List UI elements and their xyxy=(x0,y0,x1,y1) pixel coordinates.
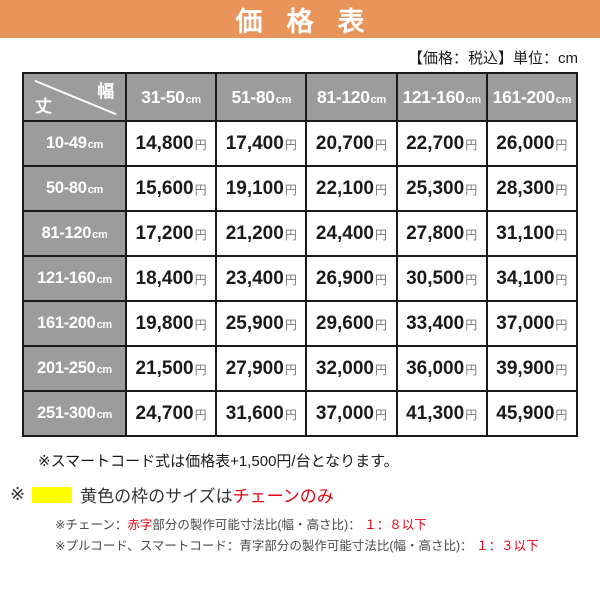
price-cell: 45,900円 xyxy=(485,390,579,437)
width-axis-label: 幅 xyxy=(97,82,114,101)
price-cell: 23,400円 xyxy=(215,255,308,302)
note-yellow-legend: ※ 黄色の枠のサイズは チェーンのみ xyxy=(10,482,600,507)
note-pull-cord-pre: ※プルコード、スマートコード：青字部分の製作可能寸法比(幅・高さ比)： xyxy=(55,538,473,553)
note-chain: ※チェーン：赤字部分の製作可能寸法比(幅・高さ比)： １：８以下 xyxy=(55,515,600,536)
price-cell: 32,000円 xyxy=(305,345,398,392)
price-cell: 34,100円 xyxy=(485,255,579,302)
price-cell: 24,700円 xyxy=(124,390,218,437)
col-header: 31-50cm xyxy=(124,72,218,122)
price-cell: 17,400円 xyxy=(215,120,308,167)
note-chain-ratio: １：８以下 xyxy=(364,518,427,532)
price-cell: 31,600円 xyxy=(215,390,308,437)
table-row: 121-160cm 18,400円 23,400円 26,900円 30,500円 34,… xyxy=(22,255,579,302)
row-header: 201-250cm xyxy=(22,345,127,392)
price-cell: 27,900円 xyxy=(215,345,308,392)
price-cell: 26,000円 xyxy=(485,120,579,167)
price-cell: 17,200円 xyxy=(124,210,218,257)
row-header: 81-120cm xyxy=(22,210,127,257)
price-cell: 29,600円 xyxy=(305,300,398,347)
price-cell: 30,500円 xyxy=(395,255,488,302)
row-header: 161-200cm xyxy=(22,300,127,347)
col-header-row: 幅 丈 31-50cm 51-80cm 81-120cm 121-160cm 161-2… xyxy=(22,72,579,122)
price-cell: 20,700円 xyxy=(305,120,398,167)
page-title-bar: 価格表 xyxy=(0,0,600,38)
price-cell: 25,300円 xyxy=(395,165,488,212)
diagonal-divider-line xyxy=(34,79,117,116)
note-yellow-body: 黄色の枠のサイズは xyxy=(80,487,233,506)
col-header: 121-160cm xyxy=(395,72,488,122)
price-cell: 41,300円 xyxy=(395,390,488,437)
row-header: 121-160cm xyxy=(22,255,127,302)
price-cell: 24,400円 xyxy=(305,210,398,257)
note-chain-pre: ※チェーン： xyxy=(55,518,128,532)
page-title: 価格表 xyxy=(235,6,389,37)
table-row: 10-49cm 14,800円 17,400円 20,700円 22,700円 26,00… xyxy=(22,120,579,167)
price-cell: 31,100円 xyxy=(485,210,579,257)
height-axis-label: 丈 xyxy=(35,97,52,116)
price-cell: 33,400円 xyxy=(395,300,488,347)
price-table-body: 10-49cm 14,800円 17,400円 20,700円 22,700円 26,00… xyxy=(22,120,579,437)
note-chain-mid: 部分の製作可能寸法比(幅・高さ比)： xyxy=(152,518,361,532)
price-cell: 19,100円 xyxy=(215,165,308,212)
price-cell: 21,500円 xyxy=(124,345,218,392)
price-cell: 36,000円 xyxy=(395,345,488,392)
corner-cell: 幅 丈 xyxy=(22,72,127,122)
price-cell: 39,900円 xyxy=(485,345,579,392)
row-header: 50-80cm xyxy=(22,165,127,212)
row-header: 10-49cm xyxy=(22,120,127,167)
col-header: 81-120cm xyxy=(305,72,398,122)
price-cell: 19,800円 xyxy=(124,300,218,347)
note-yellow-highlight: チェーンのみ xyxy=(232,487,334,506)
table-row: 81-120cm 17,200円 21,200円 24,400円 27,800円 31,1… xyxy=(22,210,579,257)
note-smart-cord: ※スマートコード式は価格表+1,500円/台となります。 xyxy=(38,453,399,470)
price-cell: 27,800円 xyxy=(395,210,488,257)
price-cell: 21,200円 xyxy=(215,210,308,257)
table-row: 161-200cm 19,800円 25,900円 29,600円 33,400円 37,… xyxy=(22,300,579,347)
price-cell: 14,800円 xyxy=(124,120,218,167)
price-cell: 25,900円 xyxy=(215,300,308,347)
price-cell: 37,000円 xyxy=(485,300,579,347)
price-cell: 37,000円 xyxy=(305,390,398,437)
note-pull-cord-ratio: １：３以下 xyxy=(476,538,539,553)
row-header: 251-300cm xyxy=(22,390,127,437)
table-row: 251-300cm 24,700円 31,600円 37,000円 41,300円 45,… xyxy=(22,390,579,437)
price-cell: 28,300円 xyxy=(485,165,579,212)
table-row: 50-80cm 15,600円 19,100円 22,100円 25,300円 28,30… xyxy=(22,165,579,212)
note-pull-cord: ※プルコード、スマートコード：青字部分の製作可能寸法比(幅・高さ比)： １：３以… xyxy=(55,536,600,557)
price-cell: 15,600円 xyxy=(124,165,218,212)
price-cell: 22,100円 xyxy=(305,165,398,212)
price-cell: 26,900円 xyxy=(305,255,398,302)
col-header: 51-80cm xyxy=(215,72,308,122)
price-table: 幅 丈 31-50cm 51-80cm 81-120cm 121-160cm 161-2… xyxy=(22,72,579,437)
col-header: 161-200cm xyxy=(485,72,579,122)
notes-small-block: ※チェーン：赤字部分の製作可能寸法比(幅・高さ比)： １：８以下 ※プルコード、… xyxy=(55,515,600,556)
note-chain-red-word: 赤字 xyxy=(127,518,153,532)
note-asterisk: ※ xyxy=(10,484,26,504)
yellow-swatch xyxy=(32,486,73,503)
price-cell: 18,400円 xyxy=(124,255,218,302)
price-unit-note: 【価格：税込】単位：cm xyxy=(408,50,578,67)
table-row: 201-250cm 21,500円 27,900円 32,000円 36,000円 39,… xyxy=(22,345,579,392)
price-cell: 22,700円 xyxy=(395,120,488,167)
